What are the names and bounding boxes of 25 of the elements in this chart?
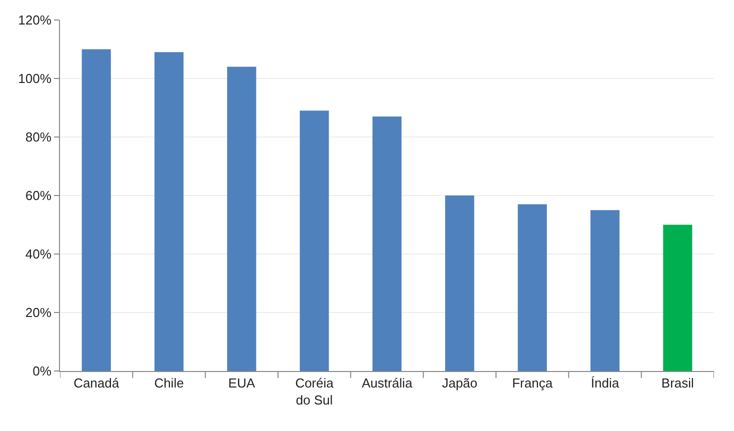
bar: [372, 116, 402, 371]
x-tick-label: Japão: [442, 376, 478, 391]
y-tick-label: 60%: [25, 188, 52, 204]
bar: [154, 52, 184, 371]
x-tick-label: Brasil: [661, 376, 694, 391]
y-tick-label: 20%: [25, 305, 52, 320]
y-tick-label: 120%: [18, 12, 52, 28]
x-tick-label: Austrália: [362, 376, 414, 391]
bar: [663, 224, 692, 371]
y-tick-label: 100%: [18, 71, 52, 86]
bar: [445, 196, 474, 371]
y-tick-label: 0%: [32, 364, 52, 379]
y-tick-label: 40%: [25, 246, 52, 262]
x-tick-label: Canadá: [74, 376, 120, 391]
x-tick-label: França: [512, 376, 554, 391]
bar: [300, 110, 329, 371]
x-tick-label: EUA: [228, 376, 256, 391]
bar: [590, 210, 620, 371]
x-tick-label: Índia: [590, 376, 620, 391]
x-tick-label: Chile: [154, 376, 184, 391]
x-tick-label: Coréia do Sul: [295, 376, 334, 408]
y-tick-label: 80%: [25, 130, 52, 145]
bar: [227, 66, 256, 371]
bar: [518, 204, 547, 371]
bar: [82, 49, 111, 371]
